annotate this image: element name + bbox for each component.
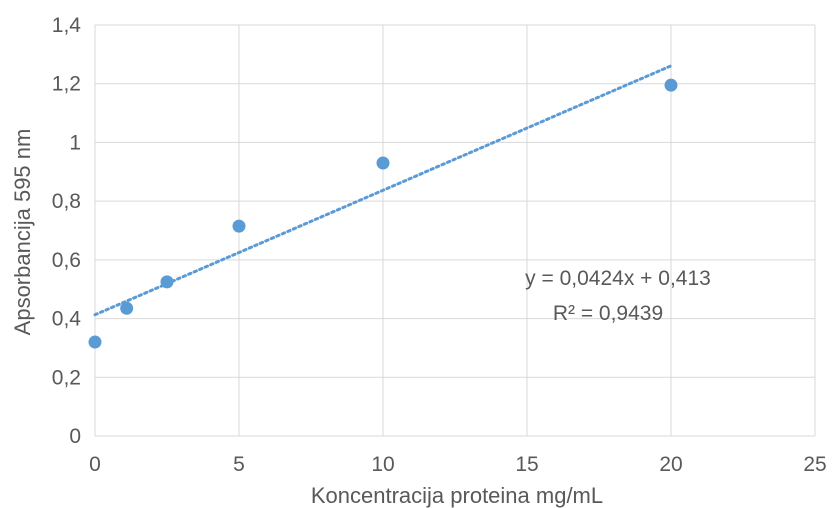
y-tick-label: 1 <box>69 131 81 154</box>
y-tick-label: 1,2 <box>52 73 81 96</box>
x-axis-title: Koncentracija proteina mg/mL <box>311 483 603 508</box>
x-tick-label: 15 <box>515 453 538 476</box>
trendline-r-squared: R² = 0,9439 <box>553 302 663 325</box>
y-tick-label: 0,6 <box>52 249 81 272</box>
tick-labels: 0 0,2 0,4 0,6 0,8 1 1,2 1,4 0 5 10 15 20 25 <box>52 14 827 476</box>
data-point <box>232 219 246 233</box>
trendline-layer <box>93 64 673 317</box>
x-tick-label: 10 <box>371 453 394 476</box>
data-point <box>160 275 174 289</box>
x-tick-label: 20 <box>659 453 682 476</box>
data-points <box>88 78 678 349</box>
x-tick-label: 25 <box>803 453 826 476</box>
data-point <box>120 301 134 315</box>
y-tick-label: 0 <box>69 425 81 448</box>
x-tick-label: 0 <box>89 453 101 476</box>
y-tick-label: 0,8 <box>52 190 81 213</box>
y-tick-label: 0,4 <box>52 308 82 331</box>
y-axis-title: Apsorbancija 595 nm <box>10 129 35 336</box>
data-point <box>664 78 678 92</box>
y-tick-label: 1,4 <box>52 14 82 37</box>
trendline <box>93 64 673 317</box>
x-tick-label: 5 <box>233 453 245 476</box>
data-point <box>88 335 102 349</box>
grid-lines <box>94 24 816 437</box>
data-point <box>376 156 390 170</box>
trendline-equation: y = 0,0424x + 0,413 <box>525 267 711 290</box>
y-tick-label: 0,2 <box>52 366 81 389</box>
